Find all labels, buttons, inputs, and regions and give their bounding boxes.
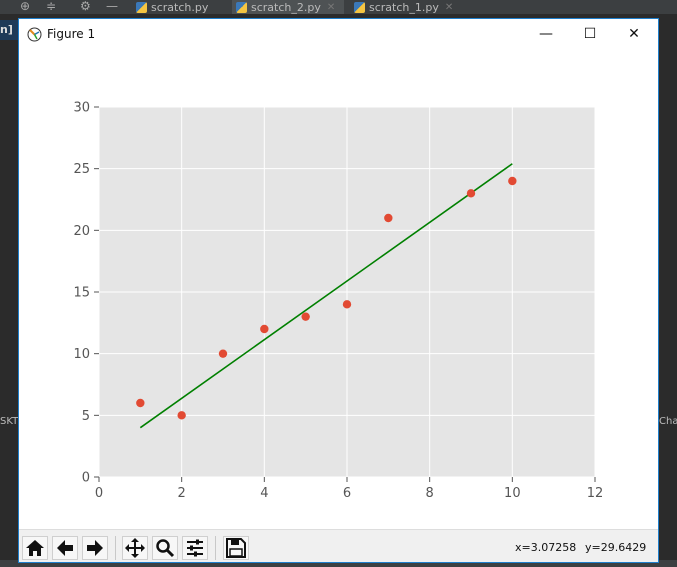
x-tick-label: 12 (587, 486, 604, 501)
close-button[interactable]: ✕ (612, 19, 656, 49)
y-tick-label: 25 (73, 162, 90, 177)
target-icon[interactable]: ⊕ (20, 0, 31, 13)
toolbar-separator (215, 536, 216, 560)
configure-subplots-button[interactable] (182, 536, 208, 560)
figure-canvas[interactable]: 0 2 4 6 8 10 12 0 5 10 15 20 25 30 (19, 49, 658, 529)
minimize-button[interactable]: — (524, 19, 568, 49)
x-tick-label: 2 (178, 486, 186, 501)
y-tick-label: 30 (73, 101, 90, 116)
python-file-icon (136, 1, 147, 13)
python-file-icon (354, 1, 365, 13)
fit-line (139, 163, 513, 429)
minimize-panel-icon[interactable]: — (106, 0, 118, 13)
home-icon (26, 540, 44, 556)
save-button[interactable] (223, 536, 249, 560)
ide-left-edge-text: SKT (0, 416, 19, 427)
ide-tab-label: scratch_2.py (251, 0, 321, 14)
matplotlib-logo-icon (27, 27, 42, 42)
ide-tab-label: scratch_1.py (369, 0, 439, 14)
window-title: Figure 1 (47, 27, 96, 41)
home-button[interactable] (22, 536, 48, 560)
data-point (177, 411, 186, 420)
data-point (260, 324, 269, 334)
ide-right-panel (659, 14, 677, 567)
ide-right-edge-text: Char (659, 416, 677, 427)
close-icon: ✕ (628, 26, 640, 42)
arrow-right-icon (87, 540, 103, 556)
y-tick-label: 0 (82, 471, 90, 486)
data-point (301, 312, 310, 321)
ide-tab-scratch[interactable]: scratch.py (132, 0, 227, 14)
ide-tab-bar: ⊕ ≑ ⚙ — scratch.py scratch_2.py ✕ scratc… (0, 0, 677, 14)
magnifier-icon (156, 539, 175, 558)
data-point (466, 189, 476, 198)
x-tick-label: 4 (260, 486, 268, 501)
forward-button[interactable] (82, 536, 108, 560)
arrow-left-icon (57, 540, 73, 556)
y-tick-label: 10 (73, 347, 90, 362)
back-button[interactable] (52, 536, 78, 560)
y-coordinate-readout: y=29.6429 (585, 541, 647, 554)
toolbar-separator (115, 536, 116, 560)
x-tick-label: 0 (95, 486, 103, 501)
ide-tab-scratch-1[interactable]: scratch_1.py ✕ (350, 0, 460, 14)
x-tick-label: 8 (426, 486, 434, 501)
ide-left-panel (0, 14, 18, 567)
x-tick-label: 6 (343, 486, 351, 501)
gear-icon[interactable]: ⚙ (80, 0, 91, 13)
x-tick-label: 10 (504, 486, 521, 501)
zoom-button[interactable] (152, 536, 178, 560)
x-coordinate-readout: x=3.07258 (515, 541, 577, 554)
ide-tab-scratch-2[interactable]: scratch_2.py ✕ (232, 0, 344, 14)
data-point (342, 300, 352, 309)
split-icon[interactable]: ≑ (46, 0, 57, 13)
title-bar[interactable]: Figure 1 — ☐ ✕ (19, 19, 658, 49)
minimize-icon: — (539, 26, 553, 42)
data-point (384, 213, 393, 223)
data-point (508, 176, 517, 186)
close-tab-icon[interactable]: ✕ (444, 1, 454, 13)
y-tick-label: 20 (73, 224, 90, 239)
data-point (136, 398, 145, 408)
figure-window: Figure 1 — ☐ ✕ 0 2 4 6 8 10 12 0 5 10 15 20 25 30 (18, 18, 659, 563)
data-point (218, 349, 228, 358)
maximize-icon: ☐ (583, 26, 597, 42)
sliders-icon (187, 539, 203, 557)
ide-bottom-strip (0, 560, 677, 567)
y-tick-label: 5 (82, 409, 90, 424)
y-tick-label: 15 (73, 286, 90, 301)
floppy-disk-icon (226, 538, 246, 558)
move-icon (125, 538, 145, 558)
python-file-icon (236, 1, 247, 13)
scatter-plot[interactable]: 0 2 4 6 8 10 12 0 5 10 15 20 25 30 (19, 49, 658, 529)
pan-button[interactable] (122, 536, 148, 560)
ide-panel-label: n] (0, 20, 18, 40)
maximize-button[interactable]: ☐ (568, 19, 612, 49)
ide-tab-label: scratch.py (151, 0, 209, 14)
close-tab-icon[interactable]: ✕ (326, 1, 336, 13)
navigation-toolbar: x=3.07258 y=29.6429 (19, 529, 658, 562)
